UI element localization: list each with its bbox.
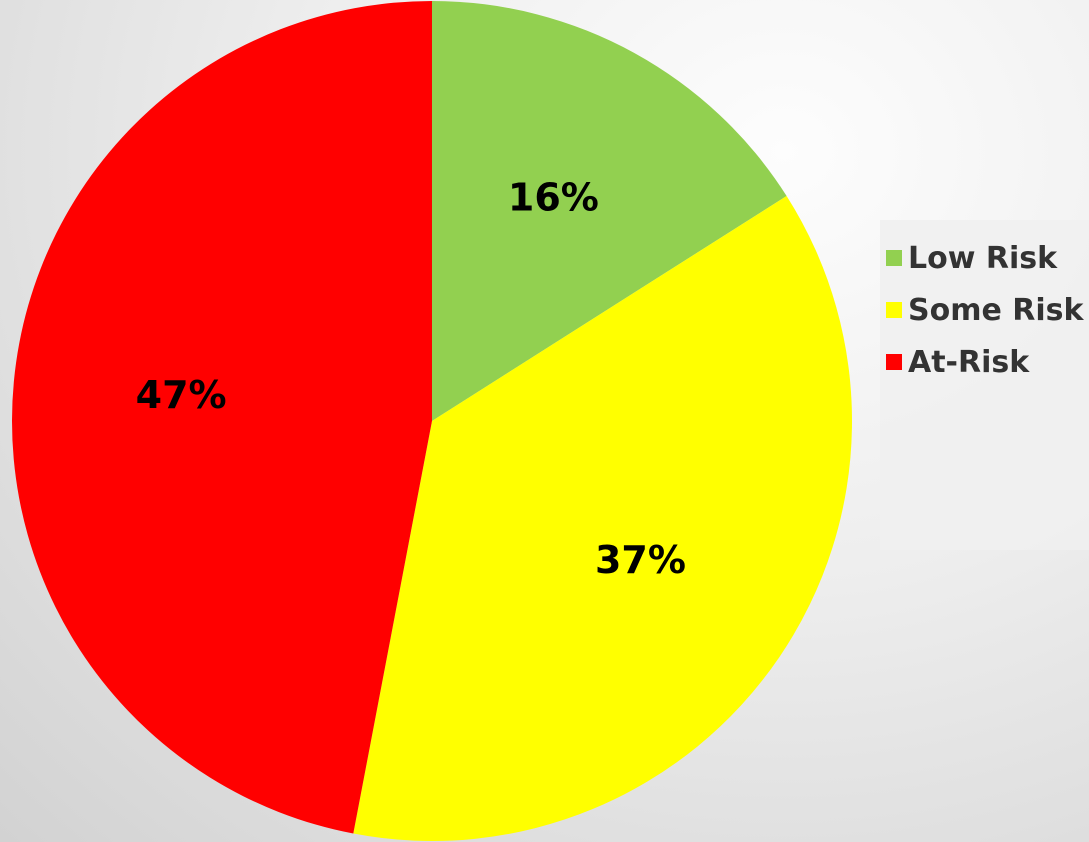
pie-slice-some-risk — [353, 195, 853, 841]
legend-item-some-risk: Some Risk — [880, 284, 1089, 336]
legend-item-at-risk: At-Risk — [880, 336, 1089, 388]
legend-label-some-risk: Some Risk — [908, 292, 1084, 328]
legend-swatch-some-risk — [886, 302, 902, 318]
pie-slice-at-risk — [11, 1, 432, 834]
legend-item-low-risk: Low Risk — [880, 232, 1089, 284]
data-label-at-risk: 47% — [136, 373, 227, 417]
pie-data-labels: 16% 37% 47% — [136, 176, 686, 582]
chart-legend: Low Risk Some Risk At-Risk — [880, 220, 1089, 550]
legend-swatch-at-risk — [886, 354, 902, 370]
legend-label-at-risk: At-Risk — [908, 344, 1030, 380]
legend-swatch-low-risk — [886, 250, 902, 266]
data-label-some-risk: 37% — [595, 538, 686, 582]
pie-slice-low-risk — [432, 1, 787, 421]
legend-label-low-risk: Low Risk — [908, 240, 1058, 276]
data-label-low-risk: 16% — [508, 176, 599, 220]
pie-slices — [11, 1, 853, 841]
